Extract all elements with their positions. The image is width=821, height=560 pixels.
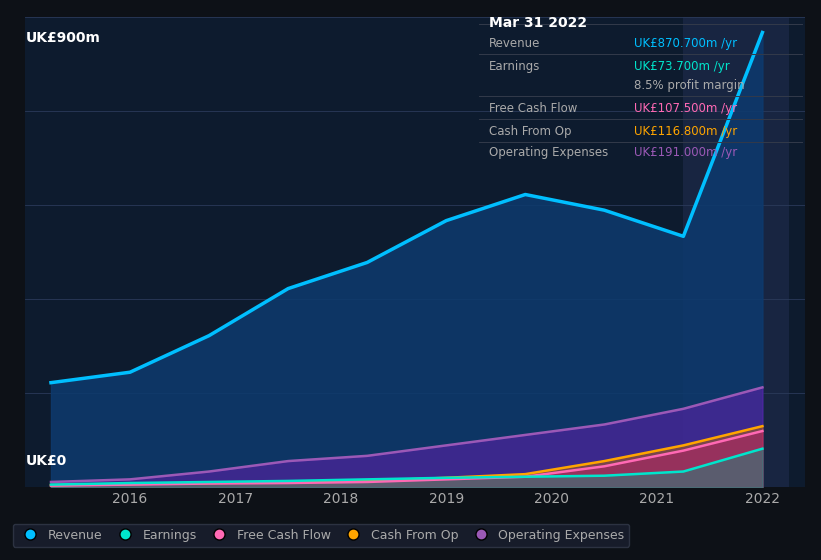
Text: Revenue: Revenue bbox=[489, 37, 540, 50]
Text: Earnings: Earnings bbox=[489, 59, 540, 73]
Legend: Revenue, Earnings, Free Cash Flow, Cash From Op, Operating Expenses: Revenue, Earnings, Free Cash Flow, Cash … bbox=[13, 524, 629, 547]
Text: UK£107.500m /yr: UK£107.500m /yr bbox=[634, 102, 736, 115]
Text: Operating Expenses: Operating Expenses bbox=[489, 146, 608, 159]
Text: UK£870.700m /yr: UK£870.700m /yr bbox=[634, 37, 736, 50]
Bar bbox=[683, 17, 789, 487]
Text: 8.5% profit margin: 8.5% profit margin bbox=[634, 79, 745, 92]
Text: Free Cash Flow: Free Cash Flow bbox=[489, 102, 577, 115]
Text: UK£900m: UK£900m bbox=[26, 31, 101, 45]
Text: UK£73.700m /yr: UK£73.700m /yr bbox=[634, 59, 729, 73]
Text: UK£191.000m /yr: UK£191.000m /yr bbox=[634, 146, 737, 159]
Text: UK£116.800m /yr: UK£116.800m /yr bbox=[634, 124, 737, 138]
Text: Mar 31 2022: Mar 31 2022 bbox=[489, 16, 587, 30]
Text: UK£0: UK£0 bbox=[26, 454, 67, 468]
Text: Cash From Op: Cash From Op bbox=[489, 124, 571, 138]
